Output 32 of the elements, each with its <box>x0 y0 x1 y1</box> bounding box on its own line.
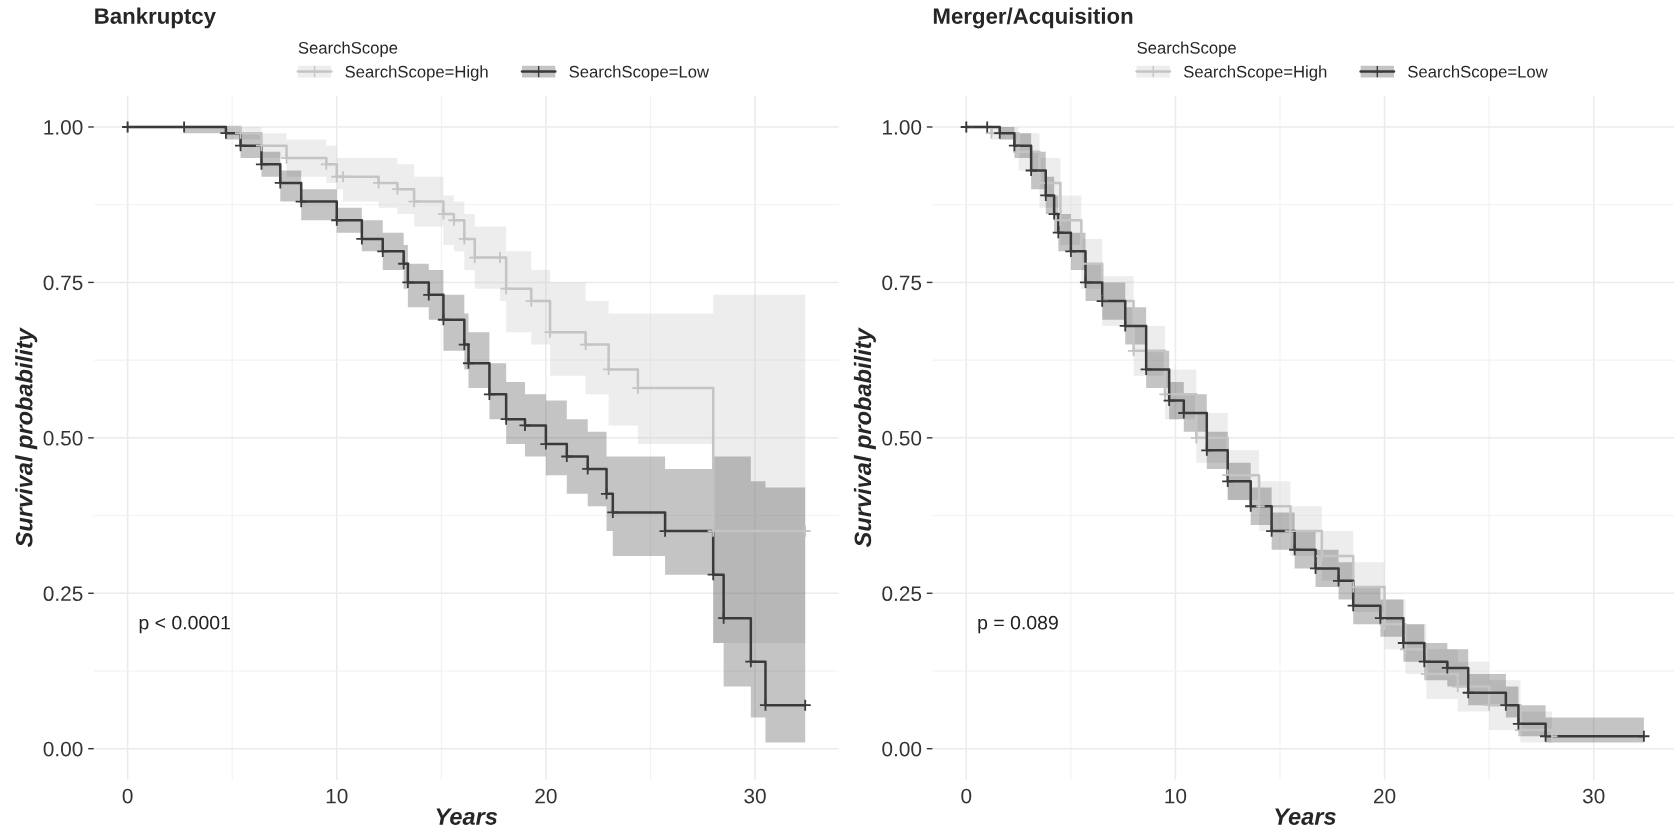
chart-title: Bankruptcy <box>95 7 216 29</box>
annotation: p < 0.0001 <box>139 615 230 634</box>
chart-title: Merger/Acquisition <box>933 7 1133 29</box>
x-tick-label: 0 <box>961 788 972 804</box>
y-tick-label: 0.25 <box>43 586 83 602</box>
legend-label: SearchScope=High <box>345 65 488 81</box>
y-tick-label: 0.50 <box>43 430 83 446</box>
y-tick-label: 1.00 <box>44 120 83 135</box>
x-tick-label: 10 <box>326 788 348 804</box>
x-tick-label: 20 <box>1374 788 1396 804</box>
y-axis-title: Survival probability <box>15 327 38 548</box>
legend-label: SearchScope=Low <box>1408 65 1548 81</box>
y-axis-title: Survival probability <box>853 327 876 548</box>
x-axis-title: Years <box>436 808 498 825</box>
x-tick-label: 0 <box>122 788 133 804</box>
y-tick-label: 0.00 <box>43 741 83 757</box>
y-tick-label: 0.25 <box>882 586 922 602</box>
legend-title: SearchScope <box>1137 41 1236 58</box>
legend-title: SearchScope <box>298 41 398 58</box>
x-tick-label: 30 <box>1582 788 1605 804</box>
y-tick-label: 1.00 <box>883 120 922 135</box>
annotation: p = 0.089 <box>978 615 1058 634</box>
x-tick-label: 20 <box>535 788 557 804</box>
y-tick-label: 0.75 <box>43 275 83 291</box>
y-tick-label: 0.00 <box>882 741 922 757</box>
y-tick-label: 0.75 <box>882 275 922 291</box>
x-tick-label: 30 <box>744 788 766 804</box>
legend-label: SearchScope=High <box>1184 65 1327 81</box>
x-axis-title: Years <box>1275 808 1336 825</box>
x-tick-label: 10 <box>1165 788 1187 804</box>
y-tick-label: 0.50 <box>882 430 922 446</box>
legend-label: SearchScope=Low <box>569 65 710 81</box>
